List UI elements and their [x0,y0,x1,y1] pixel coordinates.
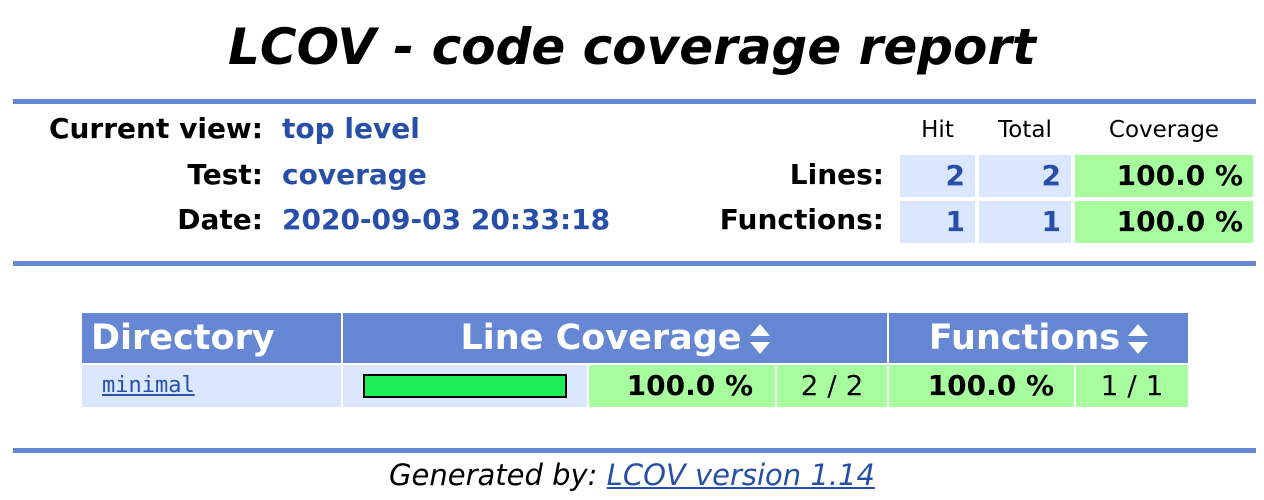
hit-header: Hit [921,117,954,143]
functions-percent: 100.0 % [889,365,1074,407]
functions-hit: 1 [900,201,975,243]
sort-icon[interactable] [1128,324,1149,354]
total-header: Total [998,117,1052,143]
lines-hit: 2 [900,155,975,197]
lines-label: Lines: [789,158,884,191]
lines-total: 2 [979,155,1071,197]
line-coverage-percent: 100.0 % [589,365,775,407]
divider [13,99,1256,104]
coverage-bar-fill [365,376,565,396]
page-title: LCOV - code coverage report [228,18,1036,76]
functions-ratio: 1 / 1 [1076,365,1188,407]
functions-header-label: Functions [928,318,1121,358]
divider [13,261,1256,266]
footer-prefix: Generated by: [389,458,598,492]
test-value: coverage [282,158,427,191]
functions-coverage: 100.0 % [1075,201,1253,243]
directory-header-label: Directory [91,318,275,358]
line-coverage-header: Line Coverage [343,313,887,363]
coverage-bar-cell [343,365,587,407]
lines-coverage: 100.0 % [1075,155,1253,197]
coverage-bar [363,374,567,398]
coverage-header: Coverage [1108,117,1220,143]
directory-header: Directory [82,313,341,363]
functions-total: 1 [979,201,1071,243]
test-label: Test: [187,158,263,191]
date-label: Date: [177,203,263,236]
line-coverage-ratio: 2 / 2 [777,365,887,407]
lcov-version-link[interactable]: LCOV version 1.14 [606,458,875,492]
divider [13,448,1256,453]
current-view-value: top level [282,112,420,145]
date-value: 2020-09-03 20:33:18 [282,203,611,236]
footer: Generated by: LCOV version 1.14 [0,458,1264,492]
functions-label: Functions: [719,203,884,236]
directory-cell: minimal [82,365,341,407]
current-view-label: Current view: [48,112,263,145]
line-coverage-header-label: Line Coverage [460,318,742,358]
functions-header: Functions [889,313,1188,363]
sort-icon[interactable] [749,324,770,354]
directory-link[interactable]: minimal [102,373,195,398]
